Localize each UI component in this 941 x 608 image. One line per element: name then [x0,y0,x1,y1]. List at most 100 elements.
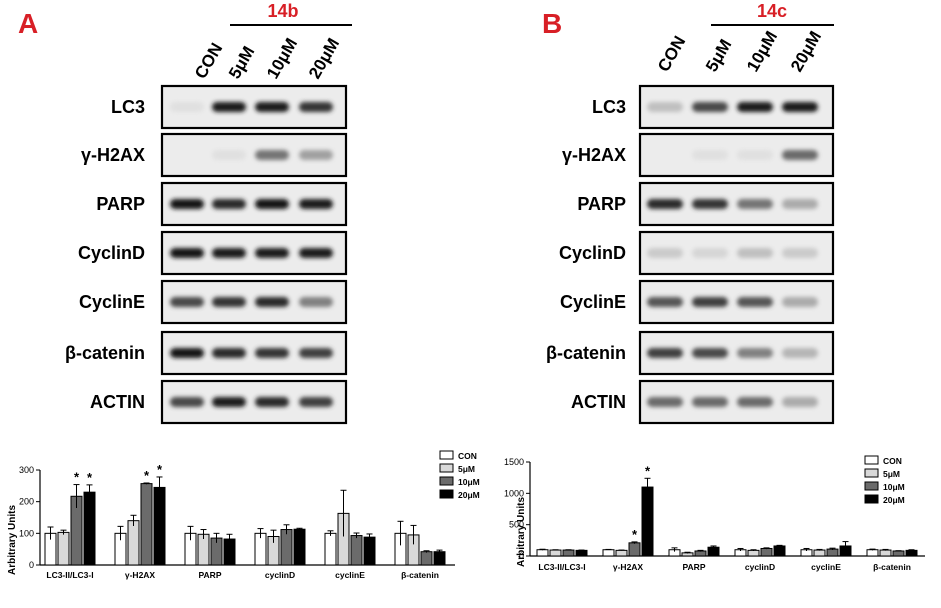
blot-row: γ-H2AX [562,132,835,178]
blot-band [212,248,246,258]
x-category-label: β-catenin [401,570,439,580]
significance-marker: * [157,462,163,477]
blot-band [255,150,289,160]
blot-band [255,199,289,209]
blot-band [255,348,289,358]
blot-band [170,199,204,209]
x-category-label: cyclinE [811,562,841,572]
blot-band [299,150,333,160]
legend-label: CON [458,451,477,461]
blot-label: CyclinD [559,243,626,263]
blot-band [782,348,818,358]
blot-row: PARP [577,181,835,227]
blot-row: CyclinE [560,279,835,325]
bar [707,546,720,557]
panel-a: A 14b CON 5μM 10μM 20μM LC3 γ-H2AX PARP Cyc… [7,1,480,580]
panel-b-lane-label: 10μM [743,28,781,75]
blot-band [782,297,818,307]
blot-band [647,199,683,209]
x-category-label: cyclinE [335,570,365,580]
blot-band [212,150,246,160]
bar [602,549,615,557]
y-tick-label: 200 [19,497,34,507]
x-category-label: cyclinD [745,562,775,572]
bar [127,520,140,566]
y-tick-label: 0 [519,551,524,561]
blot-label: ACTIN [90,392,145,412]
blot-band [737,102,773,112]
significance-marker: * [645,463,651,478]
blot-band [692,397,728,407]
legend-swatch [864,455,879,465]
blot-band [737,348,773,358]
bar [615,549,628,557]
blot-band [647,248,683,258]
bar [350,535,363,566]
x-category-label: PARP [683,562,706,572]
panel-a-lane-label: 5μM [225,43,258,82]
bar [826,548,839,557]
blot-label: β-catenin [65,343,145,363]
blot-band [212,397,246,407]
blot-label: CyclinE [79,292,145,312]
blot-band [692,348,728,358]
blot-label: PARP [577,194,626,214]
blot-band [737,248,773,258]
legend-label: 10μM [458,477,480,487]
chart-b-y-axis-label: Arbitrary Units [516,497,527,567]
blot-band [692,199,728,209]
blot-band [692,150,728,160]
legend-label: CON [883,456,902,466]
blot-band [737,199,773,209]
panel-a-bar-chart: Arbitrary Units 0 100 200 300 * * LC3-II/LC3-I… [7,450,480,580]
bar [153,486,166,566]
blot-label: LC3 [111,97,145,117]
blot-row: LC3 [592,84,835,130]
blot-band [692,102,728,112]
blot-row: CyclinE [79,279,348,325]
bar [879,549,892,557]
x-category-label: LC3-II/LC3-I [46,570,93,580]
blot-band [170,348,204,358]
legend-swatch [439,476,454,486]
legend-label: 5μM [883,469,900,479]
panel-a-lane-label: 20μM [305,35,343,82]
blot-band [782,199,818,209]
blot-band [737,397,773,407]
panel-b-compound-label: 14c [757,1,787,21]
bar [773,545,786,557]
blot-label: CyclinE [560,292,626,312]
bar [694,550,707,557]
legend-label: 5μM [458,464,475,474]
y-tick-label: 300 [19,465,34,475]
x-category-label: PARP [199,570,222,580]
blot-row: PARP [96,181,348,227]
bar [641,486,654,557]
blot-band [692,248,728,258]
blot-band [737,150,773,160]
blot-band [647,397,683,407]
blot-band [299,348,333,358]
blot-band [212,348,246,358]
blot-band [255,102,289,112]
blot-band [299,248,333,258]
bar [536,549,549,557]
bar [433,551,446,566]
panel-b: B 14c CON 5μM 10μM 20μM LC3 γ-H2AX PARP Cyc… [504,1,925,572]
x-category-label: γ-H2AX [613,562,644,572]
x-category-label: β-catenin [873,562,911,572]
blot-row: ACTIN [571,379,835,425]
blot-band [255,397,289,407]
bar [562,549,575,557]
blot-row: β-catenin [546,330,835,376]
panel-b-letter: B [542,8,562,39]
legend-swatch [439,450,454,460]
blot-band [647,348,683,358]
panel-b-blots: LC3 γ-H2AX PARP CyclinD CyclinE β-catenin ACTI… [546,84,835,425]
x-category-label: cyclinD [265,570,295,580]
legend-swatch [864,481,879,491]
x-category-label: LC3-II/LC3-I [538,562,585,572]
bar [420,551,433,566]
blot-label: ACTIN [571,392,626,412]
